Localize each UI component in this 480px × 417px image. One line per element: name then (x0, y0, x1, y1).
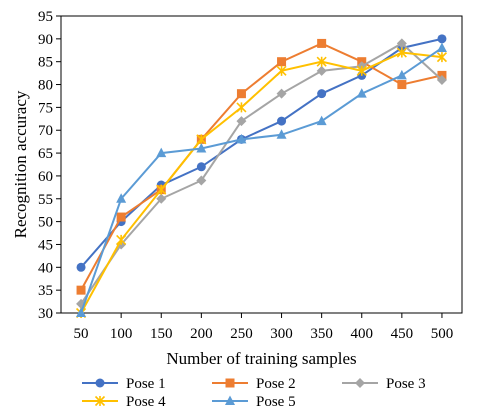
data-point (356, 65, 367, 76)
x-tick-label: 300 (270, 326, 293, 342)
data-point (316, 65, 327, 76)
x-axis-title: Number of training samples (166, 349, 356, 368)
y-tick-label: 90 (38, 32, 53, 48)
data-point (236, 102, 247, 113)
y-tick-label: 30 (38, 306, 53, 322)
chart-series (75, 34, 448, 319)
series-pose-2 (76, 38, 447, 295)
legend-marker (225, 378, 235, 388)
data-point (196, 143, 207, 153)
y-tick-label: 75 (38, 100, 53, 116)
x-tick-label: 150 (150, 326, 173, 342)
data-point (436, 74, 447, 85)
series-line (80, 37, 443, 268)
data-point (436, 42, 447, 52)
x-tick-label: 100 (110, 326, 133, 342)
data-point (436, 52, 448, 63)
data-point (76, 285, 86, 295)
legend-label: Pose 3 (386, 376, 426, 392)
y-tick-label: 40 (38, 260, 53, 276)
series-line (80, 51, 443, 314)
legend-marker (225, 395, 235, 405)
x-tick-label: 450 (391, 326, 414, 342)
legend-entry-pose-2: Pose 2 (212, 376, 296, 392)
x-tick-label: 350 (310, 326, 333, 342)
x-tick-label: 400 (351, 326, 374, 342)
series-line (80, 47, 443, 314)
legend-marker (355, 378, 365, 388)
series-line (80, 42, 443, 291)
legend-label: Pose 2 (256, 376, 296, 392)
legend-entry-pose-3: Pose 3 (342, 376, 426, 392)
data-point (116, 234, 127, 245)
series-pose-1 (76, 34, 447, 272)
legend-marker (95, 378, 105, 388)
data-point (236, 133, 247, 144)
series-pose-4 (75, 47, 448, 319)
data-point (276, 129, 287, 139)
series-line (80, 42, 443, 305)
legend-label: Pose 1 (126, 376, 166, 392)
y-tick-label: 50 (38, 215, 53, 231)
data-point (396, 69, 407, 80)
data-point (397, 80, 407, 90)
y-tick-label: 95 (38, 9, 53, 25)
data-point (316, 56, 327, 67)
data-point (396, 38, 407, 49)
legend-entry-pose-4: Pose 4 (82, 394, 166, 410)
data-point (276, 65, 287, 76)
legend-entry-pose-1: Pose 1 (82, 376, 166, 392)
x-tick-label: 200 (190, 326, 213, 342)
data-point (156, 184, 167, 195)
y-axis-title: Recognition accuracy (11, 90, 30, 238)
y-tick-label: 55 (38, 192, 53, 208)
data-point (276, 88, 287, 99)
y-tick-label: 65 (38, 146, 53, 162)
data-point (396, 47, 407, 58)
x-tick-label: 500 (431, 326, 454, 342)
chart-axes: 30 35 40 45 50 55 60 65 70 75 80 85 90 95 50 100 150 200 2… (38, 9, 463, 342)
data-point (236, 116, 247, 127)
data-point (277, 116, 287, 126)
series-pose-3 (76, 38, 447, 309)
y-tick-label: 35 (38, 283, 53, 299)
x-tick-label: 250 (230, 326, 253, 342)
y-tick-label: 70 (38, 123, 53, 139)
y-tick-label: 80 (38, 78, 53, 94)
legend-label: Pose 5 (256, 394, 296, 410)
legend-marker (94, 395, 106, 407)
y-tick-label: 45 (38, 237, 53, 253)
data-point (196, 175, 207, 186)
data-point (277, 57, 287, 67)
data-point (236, 89, 246, 99)
data-point (156, 193, 167, 204)
data-point (437, 34, 447, 44)
data-point (196, 134, 207, 145)
plot-frame (60, 15, 463, 314)
data-point (116, 212, 126, 222)
data-point (317, 38, 327, 48)
y-tick-label: 60 (38, 169, 53, 185)
data-point (76, 262, 86, 272)
x-tick-label: 50 (74, 326, 89, 342)
data-point (116, 193, 127, 203)
data-point (316, 115, 327, 126)
chart-legend: Pose 1 Pose 2 Pose 3 Pose 4 Pose 5 (82, 376, 426, 410)
y-tick-label: 85 (38, 55, 53, 71)
data-point (76, 307, 87, 317)
data-point (317, 89, 327, 99)
legend-label: Pose 4 (126, 394, 166, 410)
data-point (156, 147, 167, 158)
legend-entry-pose-5: Pose 5 (212, 394, 296, 410)
data-point (356, 88, 367, 98)
data-point (196, 162, 206, 172)
series-pose-5 (76, 42, 447, 317)
